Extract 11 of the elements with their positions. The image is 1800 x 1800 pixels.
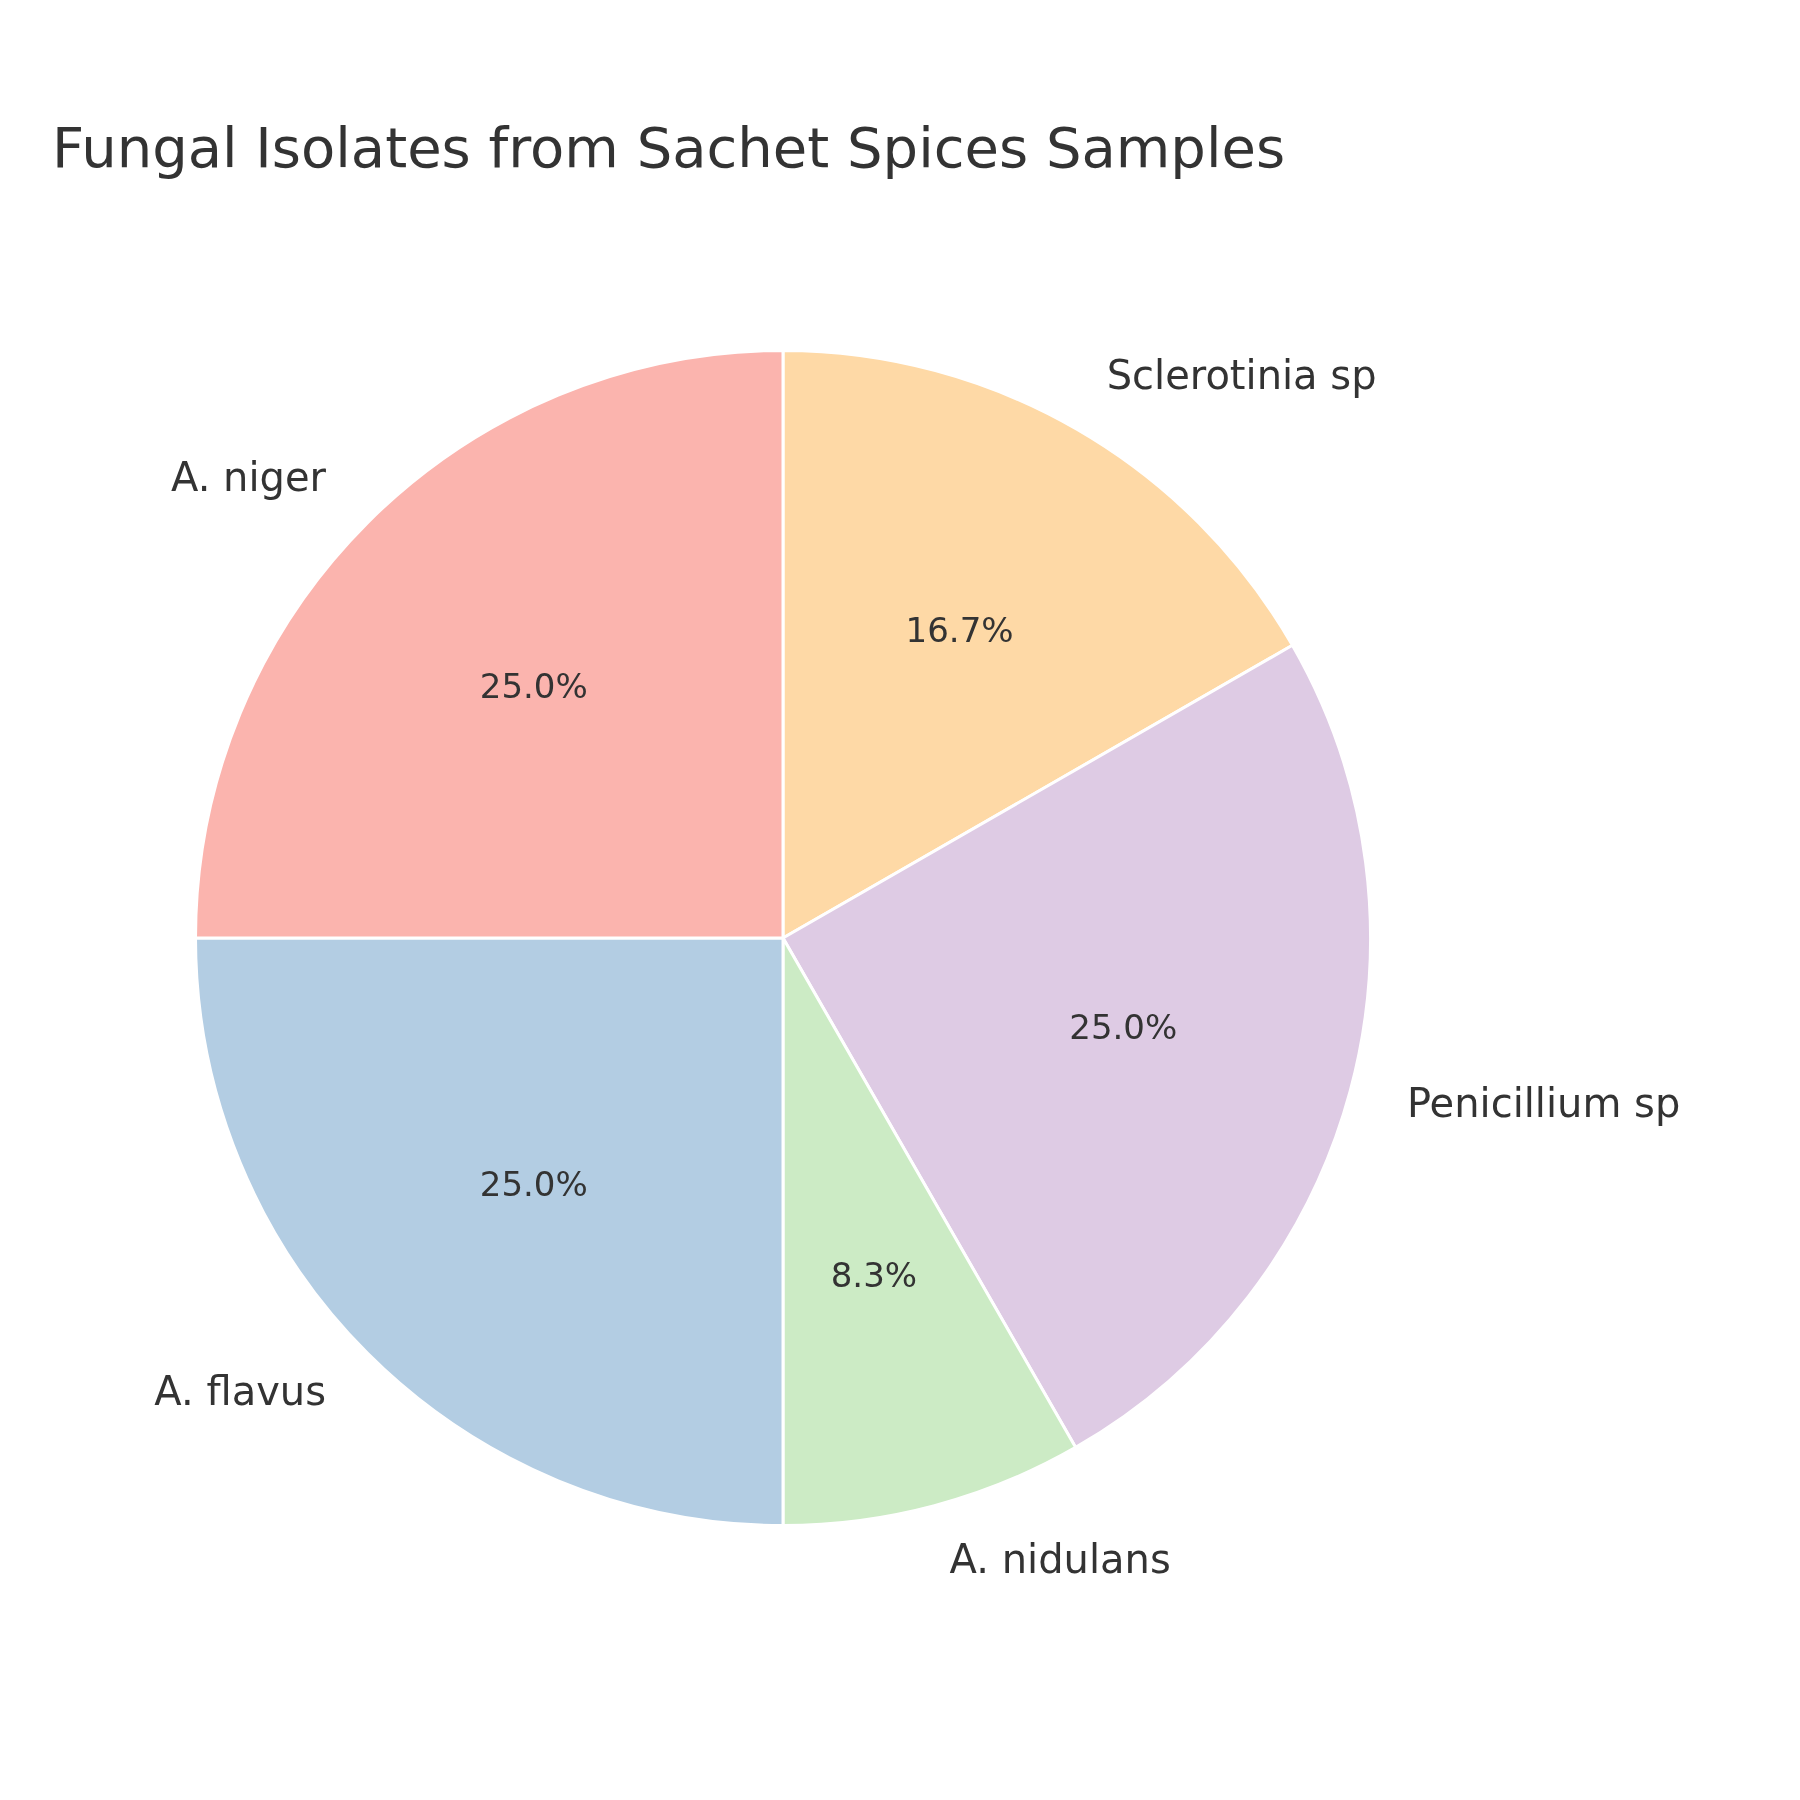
data-label: 25.0% xyxy=(479,665,588,706)
slice-label: A. nidulans xyxy=(949,1535,1171,1582)
data-label: 16.7% xyxy=(905,609,1014,650)
slice-label: A. niger xyxy=(171,454,327,501)
slice-label: A. flavus xyxy=(154,1368,327,1415)
data-label: 25.0% xyxy=(479,1164,588,1205)
slice-label: Penicillium sp xyxy=(1406,1079,1681,1126)
slice-label: Sclerotinia sp xyxy=(1106,352,1377,399)
chart-title: Fungal Isolates from Sachet Spices Samples xyxy=(52,114,1286,180)
data-label: 8.3% xyxy=(830,1255,918,1296)
data-label: 25.0% xyxy=(1069,1006,1178,1047)
